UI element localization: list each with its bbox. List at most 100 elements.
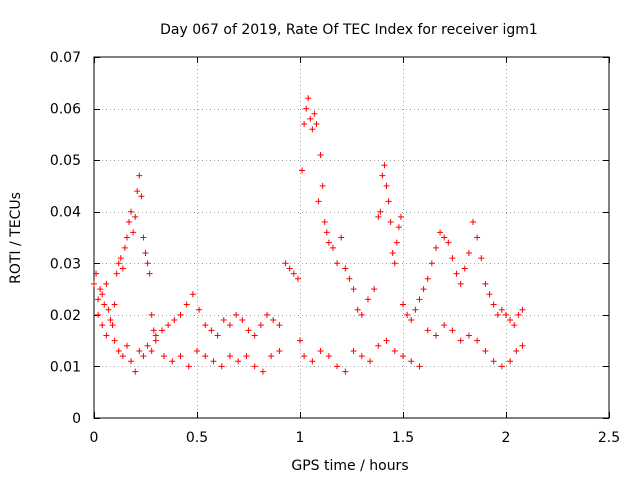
data-point [169,358,176,365]
data-point [432,244,439,251]
data-point [115,260,122,267]
data-point [130,229,137,236]
data-point [449,255,456,262]
data-point [134,188,141,195]
data-point [226,353,233,360]
data-point [321,219,328,226]
data-point [126,219,133,226]
y-tick-label: 0.03 [50,256,81,272]
x-tick-label: 1 [296,430,305,446]
x-axis-label: GPS time / hours [291,458,408,474]
data-point [276,322,283,329]
data-point [161,353,168,360]
x-tick-label: 1.5 [392,430,414,446]
data-point [329,244,336,251]
data-point [235,358,242,365]
data-point [301,121,308,128]
data-point [391,260,398,267]
data-point [220,317,227,324]
data-point [317,347,324,354]
data-point [111,301,118,308]
data-point [290,270,297,277]
data-point [408,317,415,324]
data-point [377,208,384,215]
data-point [276,347,283,354]
data-point [196,306,203,313]
data-point [486,291,493,298]
x-tick-label: 0 [90,430,99,446]
data-point [101,301,108,308]
data-point [379,172,386,179]
y-tick-label: 0 [72,411,81,427]
data-point [259,368,266,375]
data-point [465,332,472,339]
data-point [408,358,415,365]
data-point [375,213,382,220]
x-tick-label: 2 [502,430,511,446]
data-point [397,213,404,220]
data-point [286,265,293,272]
data-point [350,286,357,293]
data-point [515,311,522,318]
data-point [144,342,151,349]
data-point [303,105,310,112]
data-point [128,208,135,215]
data-point [383,337,390,344]
data-point [400,353,406,360]
data-point [132,368,139,375]
y-axis-label: ROTI / TECUs [8,192,24,284]
data-point [309,358,316,365]
data-point [350,347,357,354]
y-tick-labels: 0 0.01 0.02 0.03 0.04 0.05 0.06 0.07 [50,50,81,427]
data-point [478,255,485,262]
data-point [507,317,514,324]
data-point [214,332,221,339]
data-point [136,172,143,179]
data-point [93,270,100,277]
data-point [148,311,155,318]
data-point [171,317,178,324]
data-point [183,301,190,308]
data-point [148,347,155,354]
data-point [257,322,264,329]
data-point [132,213,139,220]
data-point [185,363,192,370]
data-point [381,162,388,169]
data-point [432,332,439,339]
data-point [416,296,423,303]
data-point [323,229,330,236]
data-point [311,110,318,117]
data-point [358,353,365,360]
data-point [150,327,157,334]
data-point [218,363,225,370]
data-point [117,255,124,262]
data-point [346,275,353,282]
data-point [437,229,444,236]
data-point [309,126,316,133]
data-point [325,353,332,360]
data-point [441,322,448,329]
data-point [152,332,159,339]
data-point [109,322,116,329]
data-point [243,353,250,360]
data-point [490,301,497,308]
data-point [383,182,390,189]
data-point [299,167,306,174]
data-point [441,234,448,241]
data-point [498,363,505,370]
data-point [95,311,102,318]
data-point [367,358,374,365]
data-point [364,296,371,303]
data-point [251,363,258,370]
data-point [245,327,252,334]
data-point [342,368,349,375]
data-point [103,280,110,287]
data-point [465,249,472,256]
data-point [445,239,452,246]
data-point [387,219,394,226]
data-point [325,239,332,246]
data-point [511,322,518,329]
data-point [317,151,324,158]
data-point [115,347,122,354]
data-point [358,311,365,318]
